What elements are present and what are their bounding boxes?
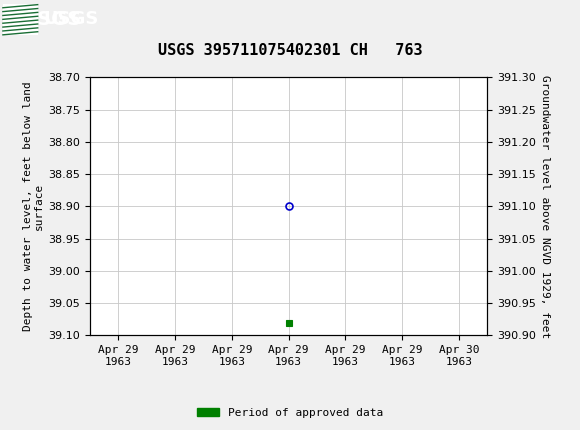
- Text: USGS: USGS: [44, 10, 99, 28]
- Text: USGS 395711075402301 CH   763: USGS 395711075402301 CH 763: [158, 43, 422, 58]
- Y-axis label: Depth to water level, feet below land
surface: Depth to water level, feet below land su…: [23, 82, 44, 331]
- Y-axis label: Groundwater level above NGVD 1929, feet: Groundwater level above NGVD 1929, feet: [540, 75, 550, 338]
- Text: ≈USGS: ≈USGS: [6, 10, 82, 29]
- Bar: [3, 4, 38, 35]
- Legend: Period of approved data: Period of approved data: [193, 403, 387, 422]
